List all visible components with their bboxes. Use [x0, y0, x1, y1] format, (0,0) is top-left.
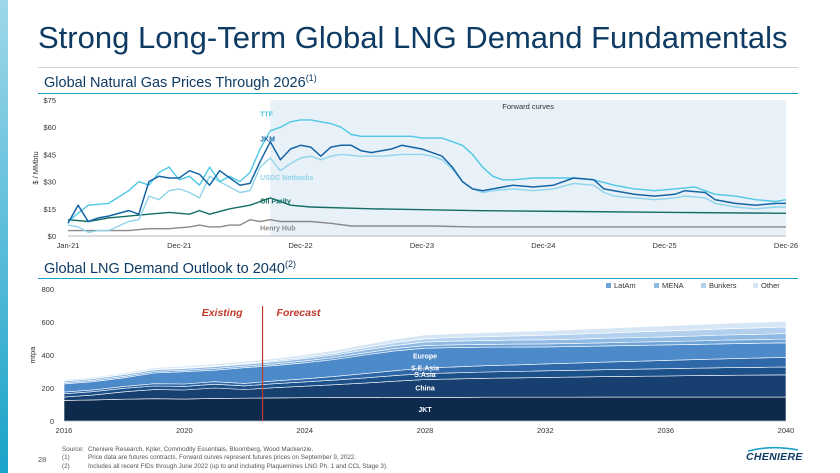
left-accent-bar [0, 0, 8, 473]
legend-label: MENA [662, 281, 684, 290]
x-tick-label: 2040 [778, 426, 795, 435]
footnote-row: (1) Price data are futures contracts. For… [62, 454, 388, 462]
price-chart-title-footnote: (1) [305, 73, 317, 83]
footnote-text: Includes all recent FIDs through June 20… [88, 462, 388, 470]
series-line-oil-parity [67, 197, 787, 223]
x-tick-label: Jan-21 [57, 241, 80, 250]
area-label: S.E.Asia [411, 365, 439, 372]
legend-swatch [701, 283, 706, 288]
area-label: China [415, 385, 435, 392]
series-label: JKM [260, 137, 275, 144]
cheniere-logo: CHENIERE [744, 446, 803, 464]
area-label: JKT [418, 407, 432, 414]
series-line-henry-hub [68, 219, 786, 232]
series-line-ttf [67, 119, 787, 223]
footnote-key: (1) [62, 454, 70, 462]
footnote-key: Source: [62, 446, 84, 453]
y-tick-label: $45 [43, 150, 56, 159]
area-label: S.Asia [414, 372, 436, 379]
y-tick-label: 400 [41, 351, 54, 360]
price-chart-title: Global Natural Gas Prices Through 2026(1… [44, 73, 317, 91]
x-tick-label: 2016 [56, 426, 73, 435]
demand-chart-title-footnote: (2) [285, 259, 296, 269]
y-tick-label: $15 [43, 205, 56, 214]
series-line-jkm [67, 140, 786, 224]
series-label: TTF [260, 111, 274, 118]
y-tick-label: 0 [50, 417, 54, 426]
footnote-text: Price data are futures contracts. Forwar… [88, 454, 357, 462]
price-chart-title-text: Global Natural Gas Prices Through 2026 [44, 74, 306, 91]
forward-curves-label: Forward curves [502, 102, 554, 111]
footnote-key: (2) [62, 462, 70, 470]
y-tick-label: 200 [41, 384, 54, 393]
legend-label: Other [761, 281, 780, 290]
title-divider [38, 67, 798, 68]
footnote-text: Cheniere Research, Kpler, Commodity Esse… [88, 446, 314, 453]
series-line-usgc-netbacks [67, 153, 786, 234]
series-label: USGC Netbacks [260, 175, 313, 182]
x-tick-label: 2032 [537, 426, 554, 435]
legend-swatch [753, 283, 758, 288]
y-tick-label: 800 [41, 285, 54, 294]
price-chart-divider [38, 93, 798, 94]
demand-chart-title-text: Global LNG Demand Outlook to 2040 [44, 260, 285, 277]
logo-text: CHENIERE [746, 451, 803, 463]
forward-curves-band [270, 100, 786, 236]
legend-swatch [654, 283, 659, 288]
page-title: Strong Long-Term Global LNG Demand Funda… [38, 20, 788, 55]
area-other [63, 320, 787, 382]
demand-chart-divider [38, 278, 798, 279]
legend-label: Bunkers [709, 281, 737, 290]
area-label: Europe [413, 353, 437, 360]
y-axis-label: mtpa [28, 346, 37, 364]
footnote-row: Source: Cheniere Research, Kpler, Commodi… [62, 446, 388, 454]
y-tick-label: $60 [43, 123, 56, 132]
x-tick-label: 2020 [176, 426, 193, 435]
x-tick-label: 2028 [417, 426, 434, 435]
legend-label: LatAm [614, 281, 636, 290]
x-tick-label: 2024 [296, 426, 313, 435]
y-tick-label: 600 [41, 318, 54, 327]
x-tick-label: 2036 [657, 426, 674, 435]
x-tick-label: Dec-22 [288, 241, 312, 250]
footnote-row: (2) Includes all recent FIDs through June… [62, 463, 388, 471]
logo-swoosh-icon [747, 446, 799, 452]
x-tick-label: Dec-24 [531, 241, 555, 250]
series-label: Oil Parity [260, 198, 291, 205]
forecast-label: Forecast [277, 307, 321, 319]
x-tick-label: Dec-26 [774, 241, 798, 250]
legend-swatch [606, 283, 611, 288]
footnotes: Source: Cheniere Research, Kpler, Commodi… [62, 446, 388, 471]
series-label: Henry Hub [260, 226, 295, 233]
y-tick-label: $75 [43, 96, 56, 105]
y-axis-label: $ / MMbtu [31, 151, 40, 184]
demand-chart-title: Global LNG Demand Outlook to 2040(2) [44, 259, 296, 277]
x-tick-label: Dec-23 [410, 241, 434, 250]
x-tick-label: Dec-25 [653, 241, 677, 250]
page-number: 28 [38, 455, 47, 464]
x-tick-label: Dec-21 [167, 241, 191, 250]
y-tick-label: $0 [48, 232, 56, 241]
existing-label: Existing [202, 307, 243, 319]
y-tick-label: $30 [43, 178, 56, 187]
